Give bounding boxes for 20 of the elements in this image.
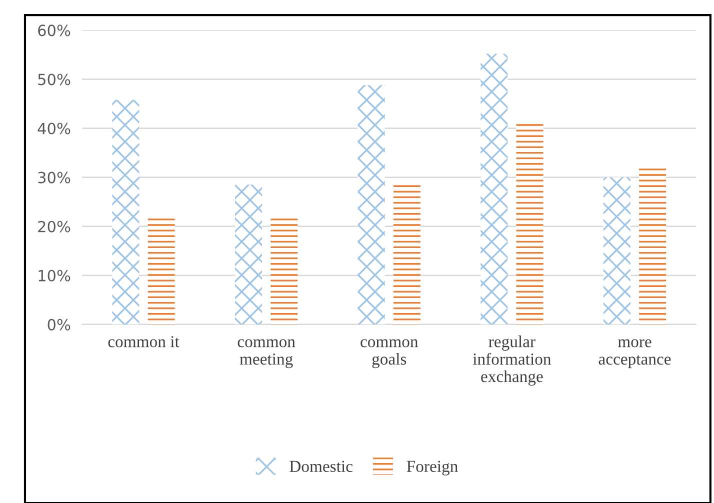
x-tick-label: regular information exchange xyxy=(472,336,552,386)
y-tick-label: 10% xyxy=(38,270,70,282)
bar xyxy=(358,85,385,324)
bar xyxy=(603,177,630,324)
legend-label: Domestic xyxy=(290,460,352,472)
bar xyxy=(112,100,140,324)
y-tick-label: 0% xyxy=(48,318,70,330)
x-tick-label: common goals xyxy=(360,339,418,368)
y-tick-label: 20% xyxy=(38,220,70,232)
y-tick-label: 30% xyxy=(38,172,70,184)
x-tick-label: common it xyxy=(108,336,180,348)
bar xyxy=(393,184,420,324)
y-tick-label: 60% xyxy=(38,24,70,36)
x-tick-label: more acceptance xyxy=(598,339,671,368)
y-tick-label: 50% xyxy=(38,74,70,86)
bar xyxy=(235,184,262,324)
y-tick-label: 40% xyxy=(38,122,70,134)
legend-label: Foreign xyxy=(406,460,458,476)
bar xyxy=(480,54,508,324)
x-tick-label: common meeting xyxy=(238,339,296,368)
